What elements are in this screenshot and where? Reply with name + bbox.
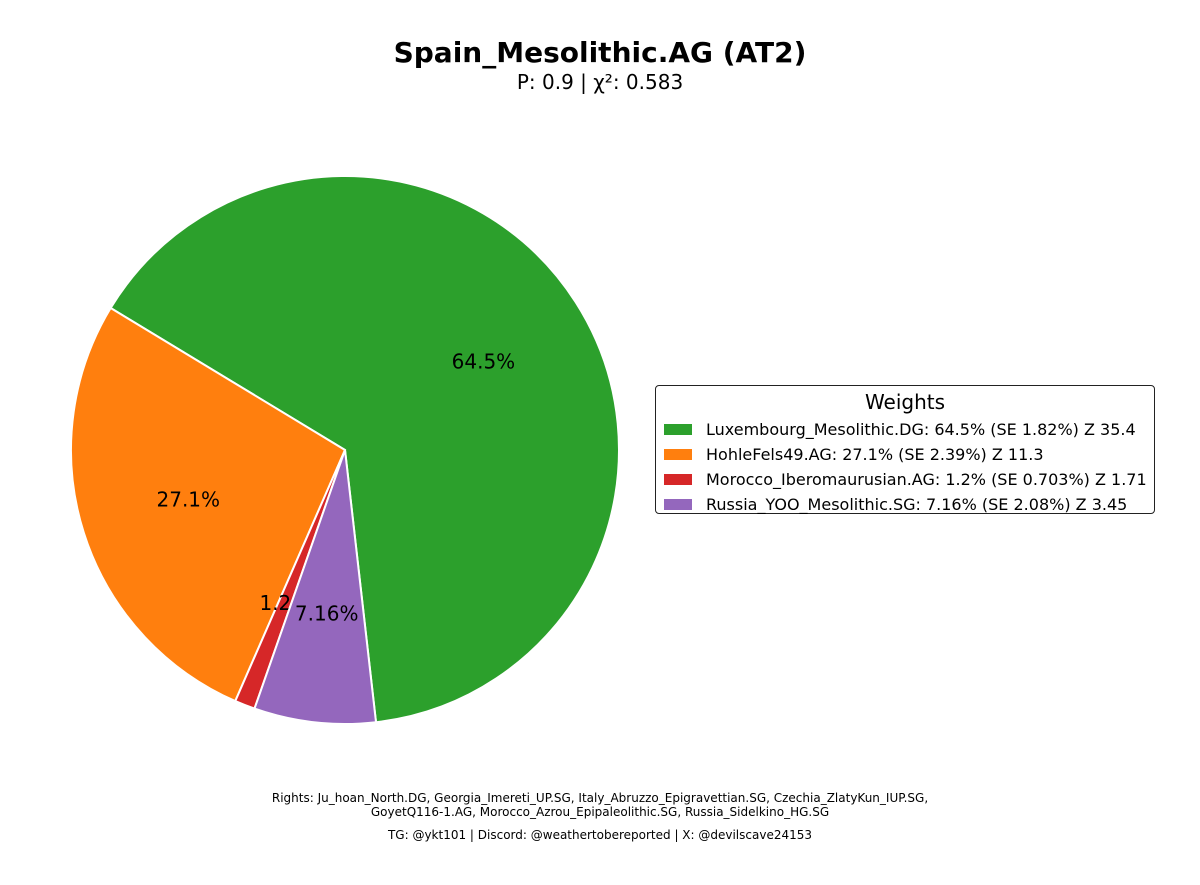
legend-label: Morocco_Iberomaurusian.AG: 1.2% (SE 0.70… — [706, 470, 1147, 489]
legend-label: Russia_YOO_Mesolithic.SG: 7.16% (SE 2.08… — [706, 495, 1128, 514]
legend: Weights Luxembourg_Mesolithic.DG: 64.5% … — [655, 385, 1155, 514]
footer-rights-line: Rights: Ju_hoan_North.DG, Georgia_Imeret… — [271, 791, 929, 805]
legend-item: HohleFels49.AG: 27.1% (SE 2.39%) Z 11.3 — [664, 442, 1154, 467]
legend-item: Luxembourg_Mesolithic.DG: 64.5% (SE 1.82… — [664, 417, 1154, 442]
legend-swatch — [664, 474, 692, 485]
legend-title: Weights — [864, 390, 946, 414]
pie-slice — [109, 175, 620, 724]
footer-rights: Rights: Ju_hoan_North.DG, Georgia_Imeret… — [0, 791, 1200, 819]
legend-items: Luxembourg_Mesolithic.DG: 64.5% (SE 1.82… — [664, 417, 1154, 517]
legend-item: Morocco_Iberomaurusian.AG: 1.2% (SE 0.70… — [664, 467, 1154, 492]
chart-subtitle: P: 0.9 | χ²: 0.583 — [516, 70, 684, 94]
slice-label: 7.16% — [295, 601, 359, 625]
legend-item: Russia_YOO_Mesolithic.SG: 7.16% (SE 2.08… — [664, 492, 1154, 517]
slice-label: 27.1% — [157, 488, 221, 512]
footer-rights-line: GoyetQ116-1.AG, Morocco_Azrou_Epipaleoli… — [370, 805, 830, 819]
legend-swatch — [664, 424, 692, 435]
legend-swatch — [664, 449, 692, 460]
legend-label: Luxembourg_Mesolithic.DG: 64.5% (SE 1.82… — [706, 420, 1136, 439]
pie-slice — [70, 306, 347, 703]
pie-slice — [253, 449, 378, 725]
slice-label: 64.5% — [452, 349, 516, 373]
legend-swatch — [664, 499, 692, 510]
legend-label: HohleFels49.AG: 27.1% (SE 2.39%) Z 11.3 — [706, 445, 1044, 464]
footer-contacts: TG: @ykt101 | Discord: @weathertoberepor… — [387, 828, 813, 842]
chart-title: Spain_Mesolithic.AG (AT2) — [393, 36, 807, 69]
